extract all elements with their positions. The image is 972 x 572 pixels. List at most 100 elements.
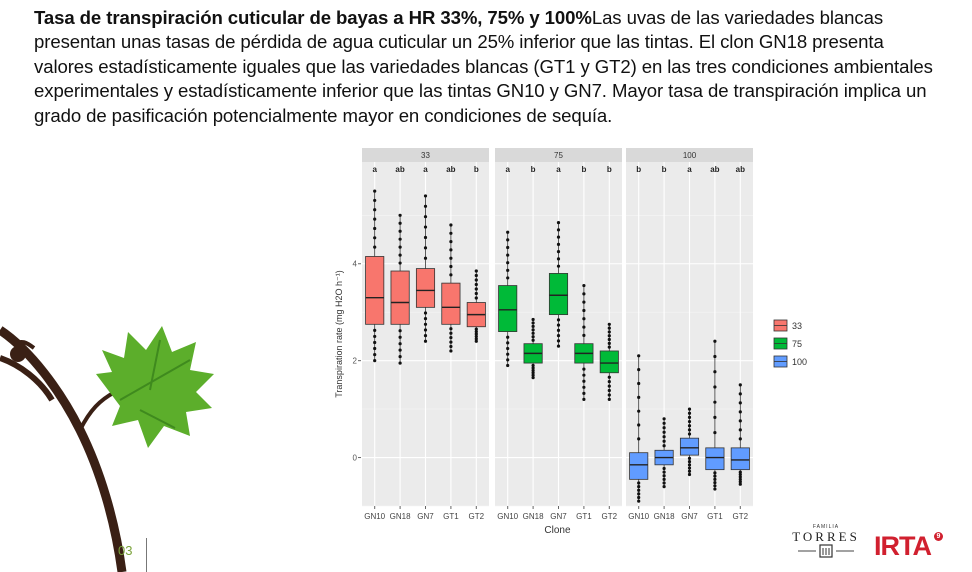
- data-point: [637, 499, 641, 503]
- box-33-GN18: [390, 270, 410, 325]
- data-point: [662, 439, 666, 443]
- data-point: [662, 426, 666, 430]
- data-point: [506, 253, 510, 257]
- data-point: [662, 477, 666, 481]
- irta-logo: IRTA: [874, 531, 932, 561]
- data-point: [582, 367, 586, 371]
- data-point: [449, 256, 453, 260]
- data-point: [398, 237, 402, 241]
- x-tick-label: GT1: [576, 512, 592, 521]
- data-point: [449, 223, 453, 227]
- data-point: [607, 345, 611, 349]
- data-point: [713, 474, 717, 478]
- data-point: [423, 317, 428, 321]
- slide-text: Tasa de transpiración cuticular de bayas…: [34, 6, 944, 128]
- data-point: [687, 469, 692, 473]
- data-point: [474, 329, 478, 334]
- data-point: [662, 466, 666, 471]
- significance-letter: a: [556, 165, 561, 174]
- facet-label: 75: [554, 151, 563, 160]
- box-100-GN7: [679, 437, 700, 456]
- data-point: [373, 346, 377, 351]
- data-point: [662, 470, 666, 474]
- data-point: [531, 338, 535, 342]
- data-point: [423, 225, 428, 229]
- y-axis-title: Transpiration rate (mg H2O h⁻¹): [334, 270, 344, 397]
- data-point: [506, 358, 510, 362]
- data-point: [423, 328, 428, 332]
- data-point: [687, 466, 692, 470]
- box-100-GN10: [629, 452, 649, 480]
- data-point: [506, 346, 510, 351]
- data-point: [607, 380, 611, 384]
- data-point: [687, 472, 692, 477]
- data-point: [423, 256, 428, 260]
- data-point: [582, 325, 586, 329]
- x-tick-label: GT1: [707, 512, 723, 521]
- data-point: [738, 428, 742, 432]
- data-point: [531, 368, 535, 372]
- data-point: [713, 400, 717, 404]
- data-point: [373, 208, 377, 212]
- y-tick-label: 0: [353, 454, 358, 463]
- data-point: [582, 283, 586, 288]
- data-point: [662, 444, 666, 448]
- data-point: [687, 428, 692, 432]
- data-point: [373, 226, 377, 231]
- data-point: [449, 239, 453, 244]
- data-point: [556, 344, 561, 348]
- data-point: [531, 373, 535, 377]
- data-point: [607, 397, 611, 402]
- slide-body: Las uvas de las variedades blancas prese…: [34, 7, 933, 126]
- data-point: [556, 235, 561, 239]
- data-point: [738, 480, 742, 484]
- significance-letter: b: [607, 165, 612, 174]
- significance-letter: ab: [736, 165, 745, 174]
- data-point: [398, 329, 402, 333]
- data-point: [713, 370, 717, 374]
- data-point: [582, 308, 586, 313]
- facet-label: 33: [421, 151, 430, 160]
- data-point: [531, 328, 535, 332]
- data-point: [738, 437, 742, 441]
- data-point: [474, 273, 478, 278]
- data-point: [474, 291, 478, 296]
- data-point: [474, 327, 478, 331]
- data-point: [398, 348, 402, 352]
- data-point: [713, 471, 717, 475]
- significance-letter: a: [423, 165, 428, 174]
- data-point: [474, 339, 478, 343]
- data-point: [423, 194, 428, 198]
- data-point: [474, 296, 478, 300]
- data-point: [637, 488, 641, 492]
- facet-strip: [362, 148, 489, 162]
- data-point: [506, 245, 510, 250]
- box-100-GT2: [730, 447, 750, 471]
- data-point: [398, 253, 402, 257]
- data-point: [474, 278, 478, 282]
- data-point: [556, 228, 561, 232]
- data-point: [738, 475, 742, 479]
- data-point: [449, 231, 453, 235]
- significance-letter: b: [531, 165, 536, 174]
- facet-label: 100: [683, 151, 697, 160]
- data-point: [474, 332, 478, 336]
- data-point: [582, 300, 586, 304]
- data-point: [637, 423, 641, 427]
- significance-letter: ab: [710, 165, 719, 174]
- data-point: [373, 359, 377, 363]
- data-point: [582, 292, 586, 296]
- data-point: [423, 246, 428, 250]
- x-axis-title: Clone: [544, 525, 571, 536]
- data-point: [607, 334, 611, 338]
- data-point: [449, 344, 453, 349]
- data-point: [506, 363, 510, 368]
- data-point: [373, 198, 377, 203]
- data-point: [637, 492, 641, 496]
- footer-divider: [146, 538, 147, 572]
- data-point: [687, 407, 692, 411]
- data-point: [687, 424, 692, 428]
- data-point: [449, 273, 453, 277]
- legend-label: 33: [792, 321, 802, 331]
